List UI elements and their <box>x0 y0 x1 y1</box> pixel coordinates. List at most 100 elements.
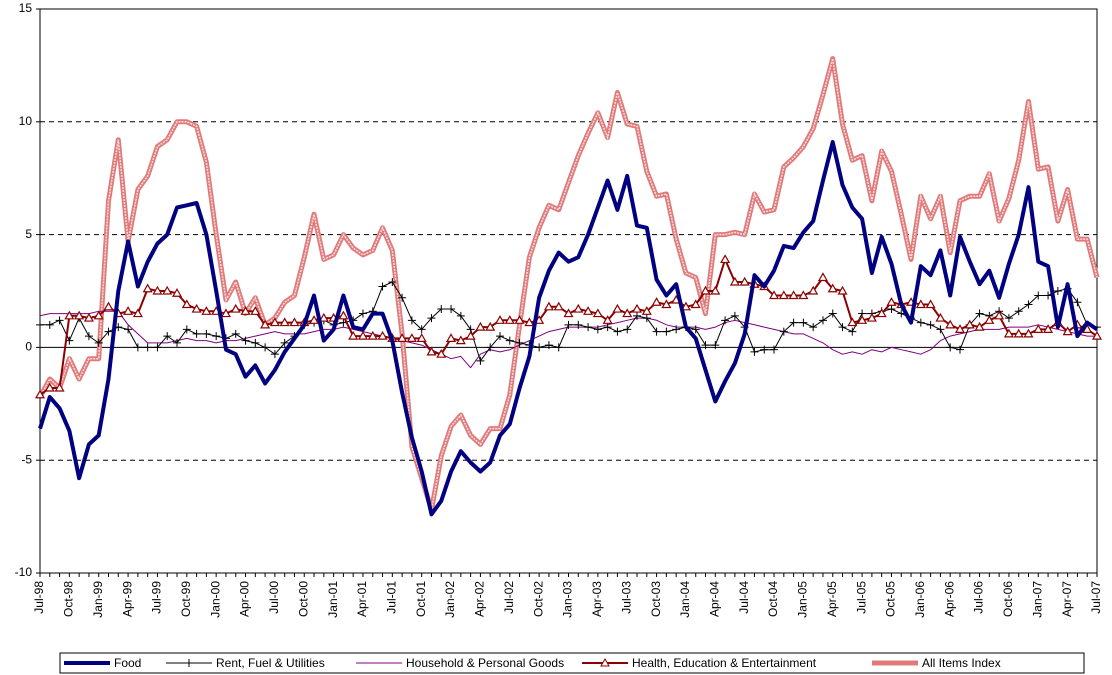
point-marker <box>936 325 945 334</box>
x-tick-label: Apr-02 <box>473 581 487 617</box>
point-marker <box>338 310 349 320</box>
point-marker <box>946 343 955 352</box>
y-tick-label: -5 <box>21 452 32 466</box>
point-marker <box>701 341 710 350</box>
point-marker <box>994 310 1005 320</box>
point-marker <box>887 305 896 314</box>
point-marker <box>504 315 515 324</box>
x-tick-label: Apr-00 <box>238 581 252 617</box>
point-marker <box>261 343 270 352</box>
x-tick-label: Apr-05 <box>825 581 839 617</box>
x-tick-label: Oct-03 <box>649 581 663 617</box>
point-marker <box>818 316 827 325</box>
point-marker <box>231 329 240 338</box>
point-marker <box>1073 298 1082 307</box>
point-marker <box>514 315 525 324</box>
x-tick-label: Apr-04 <box>707 581 721 617</box>
legend-label: All Items Index <box>922 656 1001 670</box>
x-tick-label: Oct-06 <box>1001 581 1015 617</box>
point-marker <box>848 327 857 336</box>
point-marker <box>54 382 65 392</box>
x-tick-label: Jul-04 <box>737 581 751 614</box>
point-marker <box>192 329 201 338</box>
point-marker <box>789 318 798 327</box>
point-marker <box>612 303 623 313</box>
point-marker <box>935 312 946 322</box>
x-tick-label: Jan-07 <box>1030 581 1044 618</box>
point-marker <box>915 299 926 309</box>
point-marker <box>847 317 858 327</box>
point-marker <box>358 309 367 318</box>
point-marker <box>93 310 104 320</box>
point-marker <box>251 338 260 347</box>
point-marker <box>1024 300 1033 309</box>
point-marker <box>230 303 241 313</box>
point-marker <box>779 327 788 336</box>
point-marker <box>798 290 809 300</box>
legend-label: Food <box>114 656 141 670</box>
point-marker <box>1003 328 1014 338</box>
point-marker <box>925 299 936 309</box>
point-marker <box>104 327 113 336</box>
point-marker <box>309 315 320 324</box>
point-marker <box>1082 324 1093 333</box>
point-marker <box>1023 328 1034 338</box>
point-marker <box>318 312 329 322</box>
x-tick-label: Oct-00 <box>296 581 310 617</box>
point-marker <box>729 276 740 286</box>
point-marker <box>427 314 436 323</box>
point-marker <box>592 308 603 318</box>
point-marker <box>564 320 573 329</box>
point-marker <box>945 319 956 329</box>
point-marker <box>1044 291 1053 300</box>
point-marker <box>250 306 261 315</box>
point-marker <box>583 306 594 315</box>
point-marker <box>721 316 730 325</box>
point-marker <box>426 346 437 356</box>
point-marker <box>768 290 780 300</box>
point-marker <box>407 316 416 325</box>
point-marker <box>465 330 476 340</box>
point-marker <box>651 297 662 306</box>
point-marker <box>515 338 524 347</box>
point-marker <box>505 336 514 345</box>
point-marker <box>123 306 134 315</box>
point-marker <box>662 327 671 336</box>
point-marker <box>447 305 456 314</box>
point-marker <box>554 343 563 352</box>
x-tick-label: Jul-02 <box>502 581 516 614</box>
point-marker <box>94 338 103 347</box>
x-tick-label: Jul-05 <box>854 581 868 614</box>
x-tick-label: Jul-03 <box>619 581 633 614</box>
point-marker <box>711 341 720 350</box>
point-marker <box>1091 330 1103 340</box>
point-marker <box>857 315 868 324</box>
x-tick-label: Jan-03 <box>561 581 575 618</box>
series-line <box>38 140 1099 517</box>
point-marker <box>535 343 544 352</box>
point-marker <box>152 285 163 295</box>
point-marker <box>926 320 935 329</box>
point-marker <box>270 350 279 359</box>
x-tick-label: Oct-98 <box>62 581 76 617</box>
point-marker <box>886 297 897 306</box>
point-marker <box>240 306 251 315</box>
point-marker <box>279 317 290 327</box>
point-marker <box>182 325 191 334</box>
x-tick-label: Oct-04 <box>766 581 780 617</box>
point-marker <box>1034 291 1043 300</box>
point-marker <box>1062 326 1073 336</box>
point-marker <box>398 293 407 302</box>
point-marker <box>778 290 789 300</box>
point-marker <box>876 308 887 318</box>
point-marker <box>289 317 300 327</box>
point-marker <box>613 327 622 336</box>
point-marker <box>201 306 212 315</box>
point-marker <box>494 315 506 324</box>
point-marker <box>241 336 250 345</box>
x-tick-label: Jul-01 <box>385 581 399 614</box>
point-marker <box>1014 307 1023 316</box>
point-marker <box>760 345 769 354</box>
point-marker <box>55 316 64 325</box>
point-marker <box>133 343 142 352</box>
